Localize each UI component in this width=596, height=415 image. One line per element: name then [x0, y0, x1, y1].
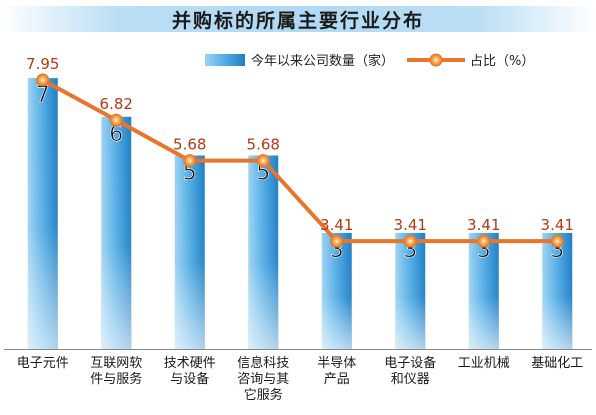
percent-point-3: [183, 154, 197, 168]
percent-point-5: [330, 234, 344, 248]
percent-line: [41, 78, 558, 244]
percent-label-1: 7.95: [26, 55, 59, 73]
legend-line-label: 占比（%）: [470, 54, 534, 69]
percent-label-8: 3.41: [541, 216, 574, 234]
bar-value-label-3: 5: [183, 161, 197, 186]
percent-point-2: [109, 113, 123, 127]
x-tick-label-5: 半导体产品: [317, 356, 356, 387]
chart-title: 并购标的所属主要行业分布: [171, 9, 424, 32]
percent-label-2: 6.82: [100, 95, 133, 113]
x-tick-label-7: 工业机械: [458, 356, 510, 371]
x-tick-label-8: 基础化工: [531, 356, 583, 371]
legend-bar-label: 今年以来公司数量（家）: [251, 53, 394, 69]
percent-label-6: 3.41: [394, 216, 427, 234]
bar-series: 765 53 3 3 3: [27, 78, 573, 349]
bar-shade-6: [395, 232, 426, 349]
bar-value-label-1: 7: [36, 83, 50, 108]
percent-point-8: [550, 234, 564, 248]
chart-legend: 今年以来公司数量（家） 占比（%）: [205, 53, 534, 69]
percent-label-7: 3.41: [467, 216, 500, 234]
legend-bar-swatch: [205, 54, 245, 66]
x-tick-label-6: 电子设备和仪器: [384, 355, 436, 387]
percent-point-6: [403, 234, 417, 248]
legend-line-marker: [429, 53, 443, 67]
line-series: 7.95 6.82 5.68 5.68 3.41 3.41 3.41 3.41: [26, 55, 574, 248]
bar-value-label-2: 6: [109, 122, 123, 147]
bar-shade-7: [468, 232, 499, 349]
x-axis-labels: 电子元件 互联网软件与服务技术硬件与设备信息科技咨询与其它服务半导体产品电子设备和…: [17, 355, 584, 403]
x-tick-label-1: 电子元件: [17, 356, 69, 371]
percent-point-1: [36, 73, 50, 87]
bar-shade-3: [174, 155, 205, 349]
x-tick-label-3: 技术硬件与设备: [164, 356, 216, 387]
percent-label-4: 5.68: [247, 136, 280, 154]
x-tick-label-2: 互联网软件与服务: [90, 356, 142, 387]
bar-shade-8: [542, 232, 573, 349]
bar-shade-2: [101, 116, 132, 349]
bar-shade-4: [248, 155, 279, 349]
percent-point-4: [256, 154, 270, 168]
bar-shade-5: [321, 232, 352, 349]
x-tick-label-4: 信息科技咨询与其它服务: [237, 355, 289, 403]
chart-title-bar: 并购标的所属主要行业分布: [0, 4, 596, 34]
percent-label-3: 5.68: [173, 136, 206, 154]
percent-label-5: 3.41: [320, 216, 353, 234]
percent-point-7: [477, 234, 491, 248]
bar-shade-1: [27, 78, 58, 349]
